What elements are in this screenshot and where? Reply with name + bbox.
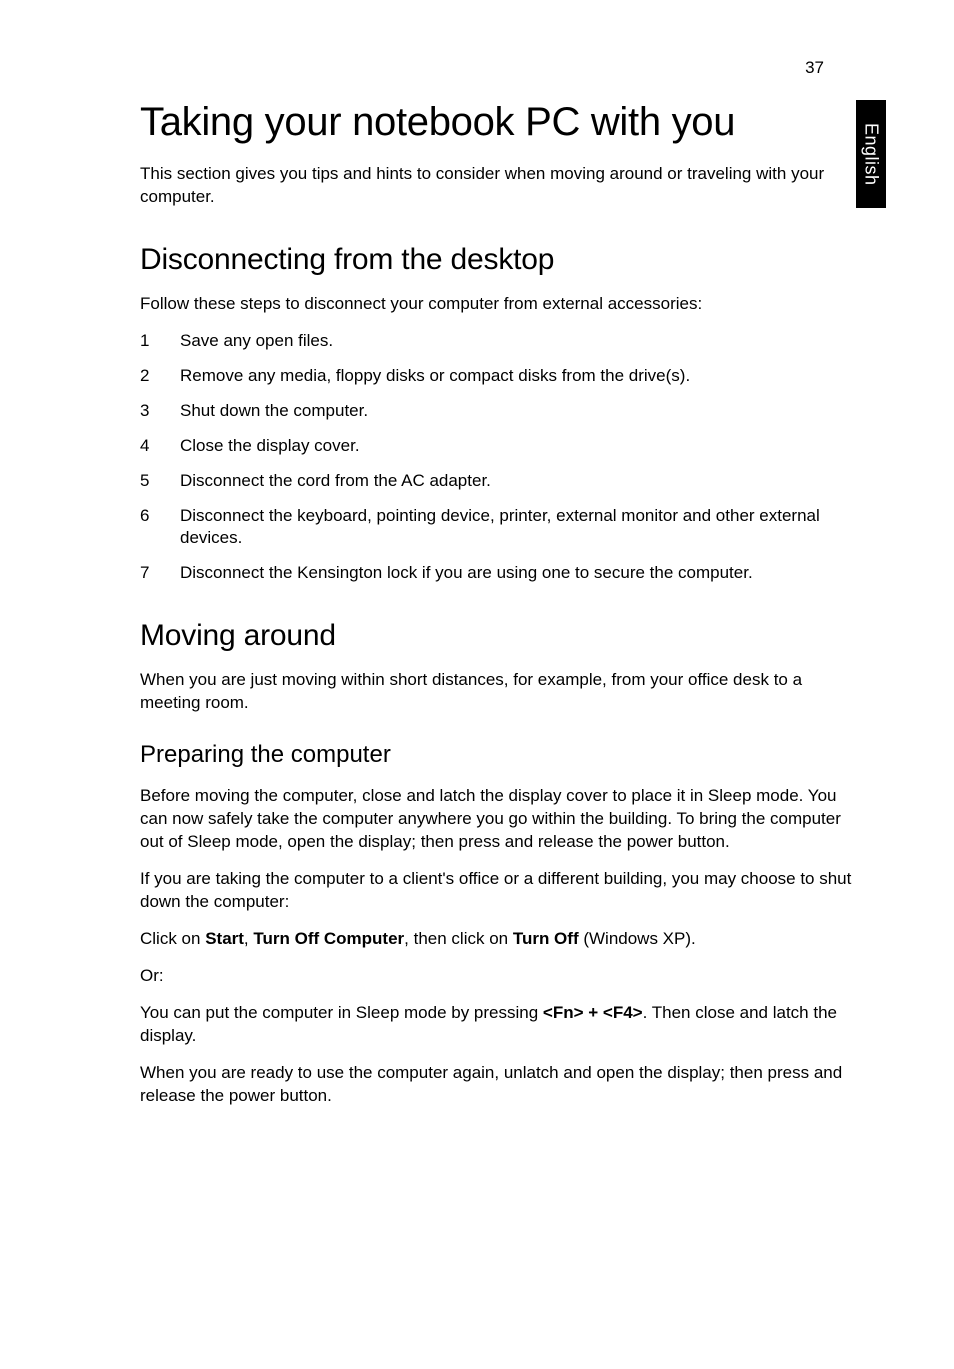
- page-content: Taking your notebook PC with you This se…: [140, 100, 854, 1108]
- prep-paragraph-1: Before moving the computer, close and la…: [140, 785, 854, 854]
- step-text: Disconnect the keyboard, pointing device…: [180, 506, 820, 548]
- bold-key-combo: <Fn> + <F4>: [543, 1003, 643, 1022]
- list-item: 6 Disconnect the keyboard, pointing devic…: [140, 505, 854, 551]
- step-text: Shut down the computer.: [180, 401, 368, 420]
- page-number: 37: [805, 58, 824, 78]
- step-number: 6: [140, 505, 149, 528]
- text-fragment: , then click on: [404, 929, 513, 948]
- language-tab: English: [856, 100, 886, 208]
- list-item: 3 Shut down the computer.: [140, 400, 854, 423]
- disconnect-lead: Follow these steps to disconnect your co…: [140, 293, 854, 316]
- sleep-instruction: You can put the computer in Sleep mode b…: [140, 1002, 854, 1048]
- ready-paragraph: When you are ready to use the computer a…: [140, 1062, 854, 1108]
- bold-start: Start: [205, 929, 244, 948]
- step-number: 1: [140, 330, 149, 353]
- list-item: 7 Disconnect the Kensington lock if you a…: [140, 562, 854, 585]
- step-number: 2: [140, 365, 149, 388]
- bold-turn-off-computer: Turn Off Computer: [253, 929, 404, 948]
- text-fragment: (Windows XP).: [579, 929, 696, 948]
- list-item: 4 Close the display cover.: [140, 435, 854, 458]
- section-moving-heading: Moving around: [140, 619, 854, 653]
- step-number: 7: [140, 562, 149, 585]
- prep-paragraph-2: If you are taking the computer to a clie…: [140, 868, 854, 914]
- disconnect-steps-list: 1 Save any open files. 2 Remove any media,…: [140, 330, 854, 586]
- moving-lead: When you are just moving within short di…: [140, 669, 854, 715]
- click-instruction: Click on Start, Turn Off Computer, then …: [140, 928, 854, 951]
- intro-paragraph: This section gives you tips and hints to…: [140, 163, 854, 209]
- step-text: Disconnect the cord from the AC adapter.: [180, 471, 491, 490]
- text-fragment: Click on: [140, 929, 205, 948]
- step-text: Disconnect the Kensington lock if you ar…: [180, 563, 753, 582]
- section-disconnect-heading: Disconnecting from the desktop: [140, 243, 854, 277]
- list-item: 5 Disconnect the cord from the AC adapter…: [140, 470, 854, 493]
- language-tab-label: English: [861, 123, 882, 186]
- step-number: 3: [140, 400, 149, 423]
- step-text: Close the display cover.: [180, 436, 360, 455]
- list-item: 2 Remove any media, floppy disks or compa…: [140, 365, 854, 388]
- page-container: 37 English Taking your notebook PC with …: [0, 0, 954, 1369]
- subsection-preparing-heading: Preparing the computer: [140, 741, 854, 769]
- step-text: Remove any media, floppy disks or compac…: [180, 366, 690, 385]
- step-number: 4: [140, 435, 149, 458]
- text-fragment: ,: [244, 929, 253, 948]
- step-number: 5: [140, 470, 149, 493]
- text-fragment: You can put the computer in Sleep mode b…: [140, 1003, 543, 1022]
- step-text: Save any open files.: [180, 331, 333, 350]
- list-item: 1 Save any open files.: [140, 330, 854, 353]
- or-label: Or:: [140, 965, 854, 988]
- bold-turn-off: Turn Off: [513, 929, 579, 948]
- page-title: Taking your notebook PC with you: [140, 100, 854, 145]
